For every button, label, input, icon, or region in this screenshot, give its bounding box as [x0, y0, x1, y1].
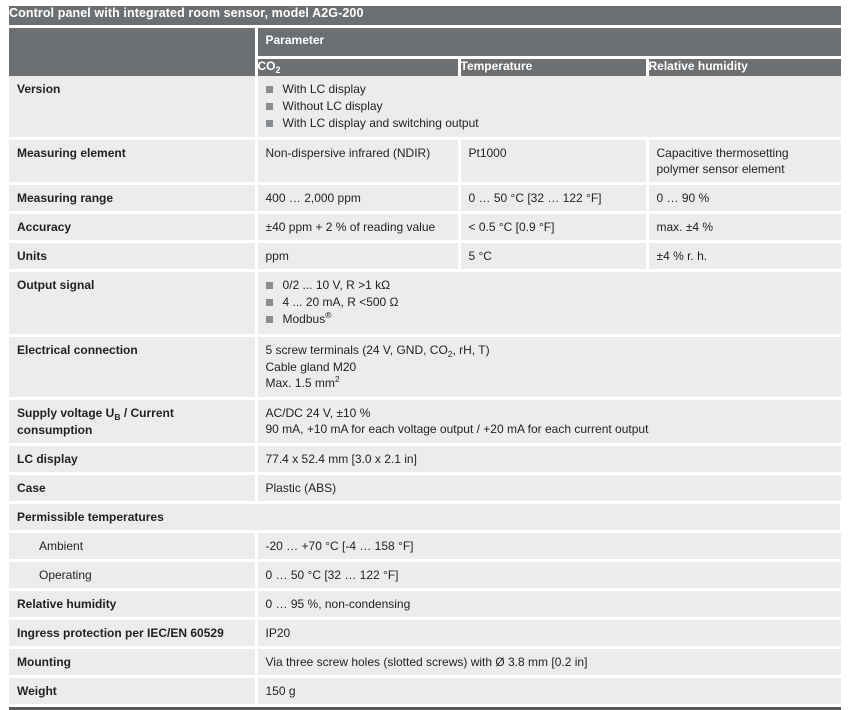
row-value-supply-voltage: AC/DC 24 V, ±10 % 90 mA, +10 mA for each…: [256, 398, 842, 446]
cell-measuring-element-humidity: Capacitive thermosetting polymer sensor …: [647, 138, 842, 185]
square-bullet-icon: [265, 299, 273, 306]
list-item: Without LC display: [265, 98, 834, 115]
row-label-operating: Operating: [9, 560, 258, 591]
cell-units-humidity: ±4 % r. h.: [647, 241, 842, 272]
table-row: Measuring element Non-dispersive infrare…: [9, 138, 842, 185]
row-value-lc-display: 77.4 x 52.4 mm [3.0 x 2.1 in]: [256, 444, 842, 475]
cell-measuring-range-co2: 400 … 2,000 ppm: [256, 183, 461, 214]
row-label-lc-display: LC display: [9, 444, 258, 475]
table-row: Operating 0 … 50 °C [32 … 122 °F]: [9, 560, 842, 591]
row-label-measuring-range: Measuring range: [9, 183, 258, 214]
row-value-relative-humidity: 0 … 95 %, non-condensing: [256, 589, 842, 620]
table-row: Relative humidity 0 … 95 %, non-condensi…: [9, 589, 842, 620]
table-row: Supply voltage UB / Current consumption …: [9, 398, 842, 446]
page-title: Control panel with integrated room senso…: [9, 6, 842, 28]
row-label-permissible-temperatures: Permissible temperatures: [9, 502, 843, 533]
table-row: Mounting Via three screw holes (slotted …: [9, 647, 842, 678]
row-label-ingress-protection: Ingress protection per IEC/EN 60529: [9, 618, 258, 649]
column-header-co2: CO2: [256, 57, 461, 76]
header-empty-cell: [9, 26, 258, 58]
square-bullet-icon: [265, 316, 273, 323]
table-row: Case Plastic (ABS): [9, 473, 842, 504]
row-value-version: With LC display Without LC display With …: [256, 76, 842, 140]
square-bullet-icon: [265, 282, 273, 289]
electrical-line-2: Cable gland M20: [265, 360, 357, 374]
row-label-ambient: Ambient: [9, 531, 258, 562]
cell-measuring-element-temperature: Pt1000: [459, 138, 649, 185]
cell-accuracy-humidity: max. ±4 %: [647, 212, 842, 243]
table-row: Units ppm 5 °C ±4 % r. h.: [9, 241, 842, 272]
row-label-measuring-element: Measuring element: [9, 138, 258, 185]
row-value-operating: 0 … 50 °C [32 … 122 °F]: [256, 560, 842, 591]
electrical-line-3: Max. 1.5 mm2: [265, 374, 340, 390]
list-item: Modbus®: [265, 310, 834, 329]
row-label-version: Version: [9, 76, 258, 140]
square-bullet-icon: [265, 86, 273, 93]
cell-measuring-range-humidity: 0 … 90 %: [647, 183, 842, 214]
cell-units-co2: ppm: [256, 241, 461, 272]
row-value-mounting: Via three screw holes (slotted screws) w…: [256, 647, 842, 678]
row-value-case: Plastic (ABS): [256, 473, 842, 504]
cell-measuring-range-temperature: 0 … 50 °C [32 … 122 °F]: [459, 183, 649, 214]
row-label-units: Units: [9, 241, 258, 272]
row-label-accuracy: Accuracy: [9, 212, 258, 243]
row-label-supply-voltage: Supply voltage UB / Current consumption: [9, 398, 258, 446]
row-label-case: Case: [9, 473, 258, 504]
list-item: With LC display and switching output: [265, 115, 834, 132]
header-parameter-row: Parameter: [9, 26, 842, 59]
output-signal-list: 0/2 ... 10 V, R >1 kΩ 4 ... 20 mA, R <50…: [265, 277, 834, 329]
row-value-output-signal: 0/2 ... 10 V, R >1 kΩ 4 ... 20 mA, R <50…: [256, 270, 842, 337]
row-value-ingress-protection: IP20: [256, 618, 842, 649]
table-row: Electrical connection 5 screw terminals …: [9, 335, 842, 400]
square-bullet-icon: [265, 120, 273, 127]
cell-accuracy-co2: ±40 ppm + 2 % of reading value: [256, 212, 461, 243]
table-row: Weight 150 g: [9, 676, 842, 704]
row-label-output-signal: Output signal: [9, 270, 258, 337]
table-row: Version With LC display Without LC displ…: [9, 76, 842, 140]
cell-units-temperature: 5 °C: [459, 241, 649, 272]
spec-sheet: Control panel with integrated room senso…: [9, 6, 843, 710]
cell-accuracy-temperature: < 0.5 °C [0.9 °F]: [459, 212, 649, 243]
table-row: Ambient -20 … +70 °C [-4 … 158 °F]: [9, 531, 842, 562]
header-empty-cell-2: [9, 57, 258, 76]
cell-measuring-element-co2: Non-dispersive infrared (NDIR): [256, 138, 461, 185]
row-value-electrical-connection: 5 screw terminals (24 V, GND, CO2, rH, T…: [256, 335, 842, 400]
square-bullet-icon: [265, 103, 273, 110]
header-columns-row: CO2 Temperature Relative humidity: [9, 57, 842, 76]
table-row: Output signal 0/2 ... 10 V, R >1 kΩ 4 ..…: [9, 270, 842, 337]
row-value-weight: 150 g: [256, 676, 842, 704]
column-header-humidity: Relative humidity: [647, 57, 842, 76]
specification-table: Control panel with integrated room senso…: [9, 6, 843, 704]
row-label-electrical-connection: Electrical connection: [9, 335, 258, 400]
row-label-weight: Weight: [9, 676, 258, 704]
table-row: Accuracy ±40 ppm + 2 % of reading value …: [9, 212, 842, 243]
table-row: LC display 77.4 x 52.4 mm [3.0 x 2.1 in]: [9, 444, 842, 475]
column-header-temperature: Temperature: [459, 57, 649, 76]
row-value-ambient: -20 … +70 °C [-4 … 158 °F]: [256, 531, 842, 562]
table-row: Measuring range 400 … 2,000 ppm 0 … 50 °…: [9, 183, 842, 214]
list-item: 0/2 ... 10 V, R >1 kΩ: [265, 277, 834, 294]
row-label-mounting: Mounting: [9, 647, 258, 678]
list-item: 4 ... 20 mA, R <500 Ω: [265, 294, 834, 311]
table-title-row: Control panel with integrated room senso…: [9, 6, 842, 28]
row-label-relative-humidity: Relative humidity: [9, 589, 258, 620]
table-row: Ingress protection per IEC/EN 60529 IP20: [9, 618, 842, 649]
list-item: With LC display: [265, 81, 834, 98]
header-parameter-label: Parameter: [256, 26, 842, 59]
electrical-line-1: 5 screw terminals (24 V, GND, CO2, rH, T…: [265, 343, 490, 359]
table-row: Permissible temperatures: [9, 502, 843, 533]
version-list: With LC display Without LC display With …: [265, 81, 834, 132]
